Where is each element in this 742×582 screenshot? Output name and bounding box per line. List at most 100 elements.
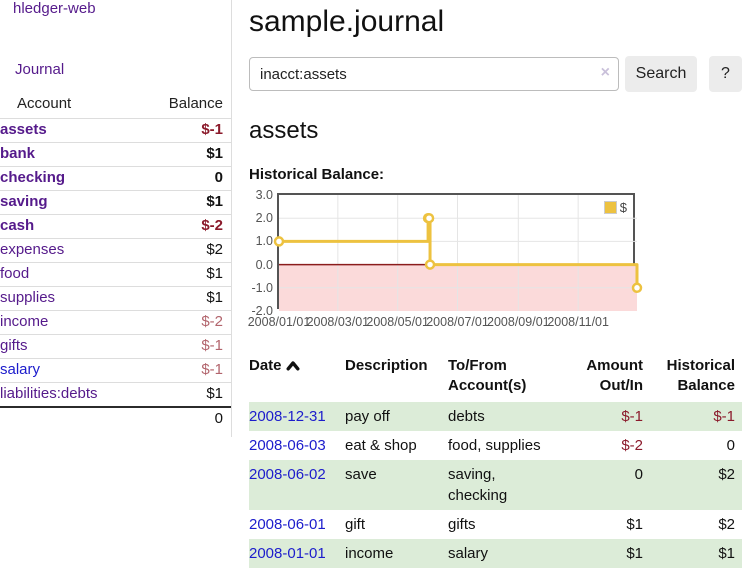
transaction-date-link[interactable]: 2008-06-03 bbox=[249, 437, 326, 454]
transaction-date-link[interactable]: 2008-01-01 bbox=[249, 545, 326, 562]
account-row-checking: checking 0 bbox=[0, 166, 231, 191]
account-link-assets[interactable]: assets bbox=[0, 121, 47, 138]
transaction-row: 2008-12-31 pay off debts $-1 $-1 bbox=[249, 402, 742, 431]
search-input[interactable] bbox=[249, 57, 619, 91]
chevron-up-icon bbox=[286, 357, 300, 377]
page-title: sample.journal bbox=[249, 5, 445, 38]
account-link-cash[interactable]: cash bbox=[0, 217, 35, 234]
account-link-saving[interactable]: saving bbox=[0, 193, 48, 210]
account-row-liabilities-debts: liabilities:debts $1 bbox=[0, 382, 231, 407]
legend-swatch-icon bbox=[603, 201, 617, 214]
account-row-gifts: gifts $-1 bbox=[0, 334, 231, 359]
account-link-checking[interactable]: checking bbox=[0, 169, 66, 186]
x-tick-label: 2008/11/01 bbox=[547, 315, 609, 329]
account-row-salary: salary $-1 bbox=[0, 358, 231, 383]
header-balance: Historical Balance bbox=[666, 357, 735, 394]
account-link-supplies[interactable]: supplies bbox=[0, 289, 56, 306]
y-tick-label: 1.0 bbox=[255, 234, 273, 249]
search-button[interactable]: Search bbox=[625, 56, 697, 92]
account-balance: $-2 bbox=[131, 310, 231, 335]
account-balance: 0 bbox=[131, 166, 231, 191]
account-row-bank: bank $1 bbox=[0, 142, 231, 167]
chart-x-axis-labels: 2008/01/01 2008/03/01 2008/05/01 2008/07/01… bbox=[248, 315, 637, 331]
account-heading: assets bbox=[249, 117, 319, 144]
account-link-liabilities-debts[interactable]: liabilities:debts bbox=[0, 385, 98, 402]
search-form: × Search ? bbox=[249, 56, 742, 92]
x-tick-label: 2008/07/01 bbox=[426, 315, 489, 329]
clear-search-icon[interactable]: × bbox=[600, 64, 610, 81]
x-tick-label: 2008/09/01 bbox=[487, 315, 550, 329]
header-description: Description bbox=[345, 357, 428, 374]
transaction-accounts: saving, checking bbox=[448, 466, 508, 504]
account-balance: $1 bbox=[131, 262, 231, 287]
transaction-date-link[interactable]: 2008-12-31 bbox=[249, 408, 326, 425]
account-balance: $-1 bbox=[131, 118, 231, 143]
account-balance: $1 bbox=[131, 142, 231, 167]
sidebar: hledger-web Journal Account Balance asse… bbox=[0, 0, 232, 437]
x-tick-label: 2008/01/01 bbox=[247, 315, 311, 329]
y-tick-label: -2.0 bbox=[251, 304, 273, 318]
transaction-amount: $1 bbox=[626, 545, 643, 562]
account-balance: $1 bbox=[131, 382, 231, 407]
transaction-description: gift bbox=[345, 516, 366, 533]
account-link-food[interactable]: food bbox=[0, 265, 30, 282]
account-row-income: income $-2 bbox=[0, 310, 231, 335]
transactions-header-row: Date Description To/From Account(s) Amou… bbox=[249, 352, 742, 402]
transaction-row: 2008-06-02 save saving, checking 0 $2 bbox=[249, 460, 742, 510]
account-row-cash: cash $-2 bbox=[0, 214, 231, 239]
header-accounts: To/From Account(s) bbox=[448, 357, 527, 394]
transaction-date-link[interactable]: 2008-06-02 bbox=[249, 466, 326, 483]
transaction-row: 2008-06-01 gift gifts $1 $2 bbox=[249, 510, 742, 539]
account-balance: $-1 bbox=[131, 334, 231, 359]
transaction-accounts: food, supplies bbox=[448, 437, 541, 454]
search-field-wrapper: × bbox=[249, 57, 619, 91]
chart-y-axis-labels: 3.0 2.0 1.0 0.0 -1.0 -2.0 bbox=[249, 188, 273, 318]
header-date[interactable]: Date bbox=[249, 352, 345, 402]
transaction-amount: $1 bbox=[626, 516, 643, 533]
account-balance: $-1 bbox=[131, 358, 231, 383]
help-button[interactable]: ? bbox=[709, 56, 742, 92]
transactions-table: Date Description To/From Account(s) Amou… bbox=[249, 352, 742, 568]
accounts-total-row: 0 bbox=[0, 406, 231, 431]
accounts-total-balance: 0 bbox=[131, 406, 231, 431]
transaction-balance: $-1 bbox=[713, 408, 735, 425]
account-row-supplies: supplies $1 bbox=[0, 286, 231, 311]
account-balance: $1 bbox=[131, 286, 231, 311]
transaction-description: income bbox=[345, 545, 394, 562]
chart-canvas bbox=[273, 195, 643, 311]
account-link-salary[interactable]: salary bbox=[0, 361, 41, 378]
transaction-balance: $2 bbox=[718, 466, 735, 483]
y-tick-label: 2.0 bbox=[255, 211, 273, 226]
account-link-gifts[interactable]: gifts bbox=[0, 337, 28, 354]
transaction-row: 2008-06-03 eat & shop food, supplies $-2… bbox=[249, 431, 742, 460]
transaction-accounts: salary bbox=[448, 545, 489, 562]
transaction-row: 2008-01-01 income salary $1 $1 bbox=[249, 539, 742, 568]
accounts-table: Account Balance assets $-1 bank $1 check… bbox=[0, 90, 231, 431]
transaction-balance: $2 bbox=[718, 516, 735, 533]
accounts-header-account: Account bbox=[17, 95, 72, 112]
account-row-saving: saving $1 bbox=[0, 190, 231, 215]
transaction-balance: 0 bbox=[726, 437, 735, 454]
account-link-expenses[interactable]: expenses bbox=[0, 241, 65, 258]
sidebar-journal-link[interactable]: Journal bbox=[15, 61, 65, 78]
account-balance: $2 bbox=[131, 238, 231, 263]
transaction-accounts: gifts bbox=[448, 516, 476, 533]
y-tick-label: 3.0 bbox=[255, 188, 273, 202]
account-link-bank[interactable]: bank bbox=[0, 145, 36, 162]
historical-balance-chart[interactable]: 3.0 2.0 1.0 0.0 -1.0 -2.0 $ 2008/01/01 2008/03… bbox=[248, 188, 742, 337]
transaction-amount: $-2 bbox=[621, 437, 643, 454]
account-balance: $-2 bbox=[131, 214, 231, 239]
legend-label: $ bbox=[619, 200, 627, 215]
account-link-income[interactable]: income bbox=[0, 313, 49, 330]
chart-plot-area[interactable]: $ bbox=[273, 193, 643, 311]
transaction-date-link[interactable]: 2008-06-01 bbox=[249, 516, 326, 533]
transaction-description: pay off bbox=[345, 408, 390, 425]
x-tick-label: 2008/05/01 bbox=[366, 315, 429, 329]
accounts-header-row: Account Balance bbox=[0, 90, 231, 119]
transaction-balance: $1 bbox=[718, 545, 735, 562]
account-row-expenses: expenses $2 bbox=[0, 238, 231, 263]
app-title-link[interactable]: hledger-web bbox=[13, 0, 96, 17]
transaction-accounts: debts bbox=[448, 408, 485, 425]
y-tick-label: -1.0 bbox=[251, 280, 273, 295]
main-content: sample.journal × Search ? assets Histori… bbox=[248, 0, 742, 568]
